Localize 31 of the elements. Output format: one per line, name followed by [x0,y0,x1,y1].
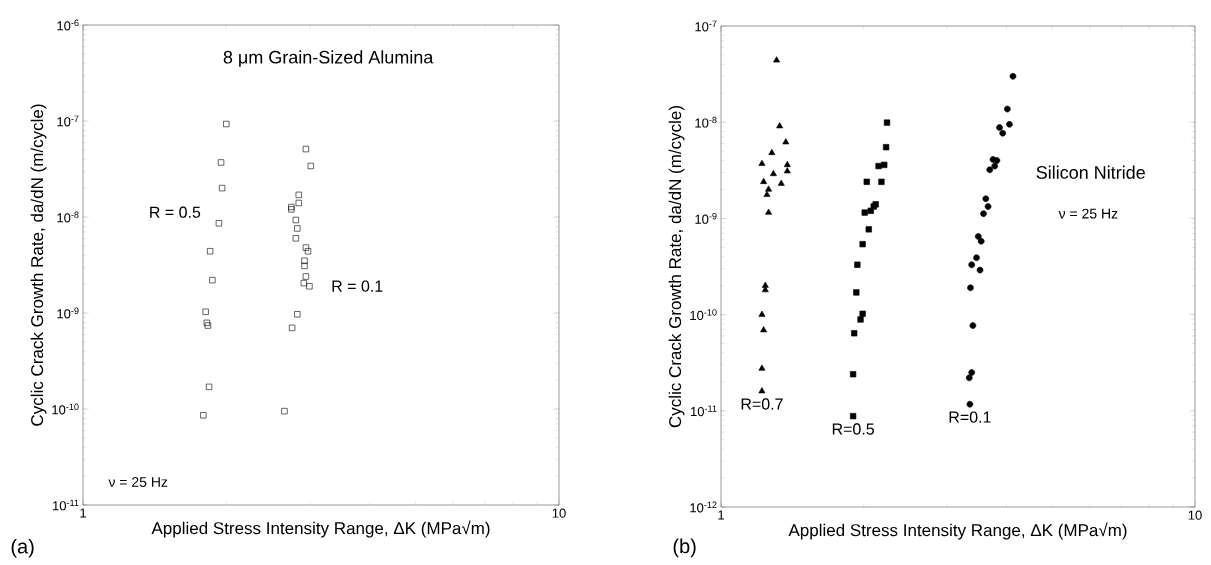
y-tick-label: 10$^{-9}$ [695,212,717,224]
series-label: R = 0.5 [150,206,201,218]
y-tick-label: 10$^{-10}$ [690,309,717,321]
y-tick-label: 10$^{-8}$ [57,211,79,223]
text: (b) [673,538,696,558]
y-tick-label: 10$^{-7}$ [695,20,717,32]
x-tick-label: 10 [552,508,566,518]
y-tick-label: 10$^{-12}$ [690,501,717,513]
annotation: ν = 25 Hz [1058,208,1118,219]
x-axis-title: Applied Stress Intensity Range, ΔK (MPa√m) [151,520,490,538]
y-tick-label: 10$^{-10}$ [52,403,79,415]
y-tick-label: 10$^{-8}$ [695,116,717,128]
text: (a) [11,538,34,558]
series-label: R=0.7 [741,398,783,410]
x-tick-label: 10 [1188,510,1202,520]
y-tick-label: 10$^{-11}$ [691,405,717,417]
annotation: Silicon Nitride [1036,165,1145,179]
y-axis-title: Cyclic Crack Growth Rate, da/dN (m/cycle) [30,104,47,426]
x-tick-label: 1 [718,510,724,520]
text: 8 μm Grain-Sized Alumina [223,50,434,67]
y-tick-label: 10$^{-6}$ [57,19,79,31]
x-tick-label: 1 [80,508,86,518]
annotation: ν = 25 Hz [108,476,168,487]
y-tick-label: 10$^{-9}$ [57,307,79,319]
x-axis-title: Applied Stress Intensity Range, ΔK (MPa√m) [788,522,1127,540]
y-tick-label: 10$^{-7}$ [57,115,79,127]
y-tick-label: 10$^{-11}$ [53,499,79,511]
series-label: R=0.5 [832,423,874,435]
series-label: R=0.1 [949,411,991,423]
y-axis-title: Cyclic Crack Growth Rate, da/dN (m/cycle) [668,106,685,428]
series-label: R = 0.1 [332,280,383,292]
